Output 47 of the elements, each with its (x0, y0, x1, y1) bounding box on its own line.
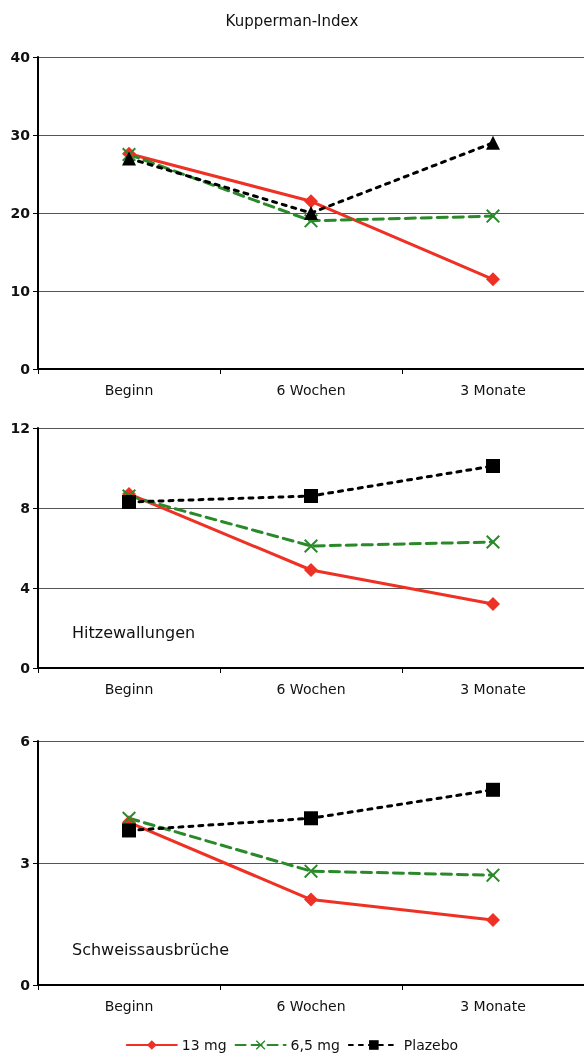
x-tick-label: 3 Monate (460, 998, 526, 1014)
point (486, 868, 500, 883)
y-tick-label: 12 (10, 420, 30, 436)
x-tick-label: 6 Wochen (276, 998, 346, 1014)
point (486, 782, 500, 797)
chart-title: Kupperman-Index (225, 11, 359, 30)
legend-label: Plazebo (403, 1037, 459, 1053)
point (304, 194, 318, 209)
x-tick-label: 6 Wochen (276, 681, 346, 697)
y-tick-label: 40 (10, 49, 31, 65)
point (486, 135, 500, 150)
point (304, 864, 318, 879)
y-tick-label: 10 (10, 283, 31, 299)
point (304, 892, 318, 907)
point (486, 535, 500, 549)
point (486, 209, 500, 224)
point (122, 495, 136, 509)
point (486, 912, 500, 927)
legend-label: 13 mg (181, 1037, 227, 1053)
point (122, 151, 136, 166)
point (486, 272, 500, 287)
point (122, 823, 136, 838)
point (304, 563, 318, 577)
point (486, 459, 500, 473)
x-tick-label: Beginn (104, 681, 154, 697)
y-tick-label: 0 (20, 361, 31, 377)
y-tick-label: 8 (20, 500, 30, 516)
y-tick-label: 0 (20, 660, 31, 676)
point (304, 489, 318, 503)
x-tick-label: Beginn (104, 998, 154, 1014)
y-tick-label: 20 (10, 205, 31, 221)
x-tick-label: Beginn (104, 382, 154, 398)
x-tick-label: 3 Monate (460, 382, 526, 398)
y-tick-label: 3 (20, 855, 30, 871)
x-tick-label: 3 Monate (460, 681, 526, 697)
y-tick-label: 0 (20, 977, 31, 993)
legend-label: 6,5 mg (290, 1037, 340, 1053)
point (304, 811, 318, 826)
y-tick-label: 4 (20, 580, 31, 596)
point (304, 539, 318, 553)
x-tick-label: 6 Wochen (276, 382, 346, 398)
point (486, 597, 500, 611)
y-tick-label: 6 (20, 733, 30, 749)
annotation: Hitzewallungen (72, 622, 196, 642)
y-tick-label: 30 (10, 127, 31, 143)
annotation: Schweissausbrüche (72, 939, 230, 959)
point (304, 206, 318, 220)
